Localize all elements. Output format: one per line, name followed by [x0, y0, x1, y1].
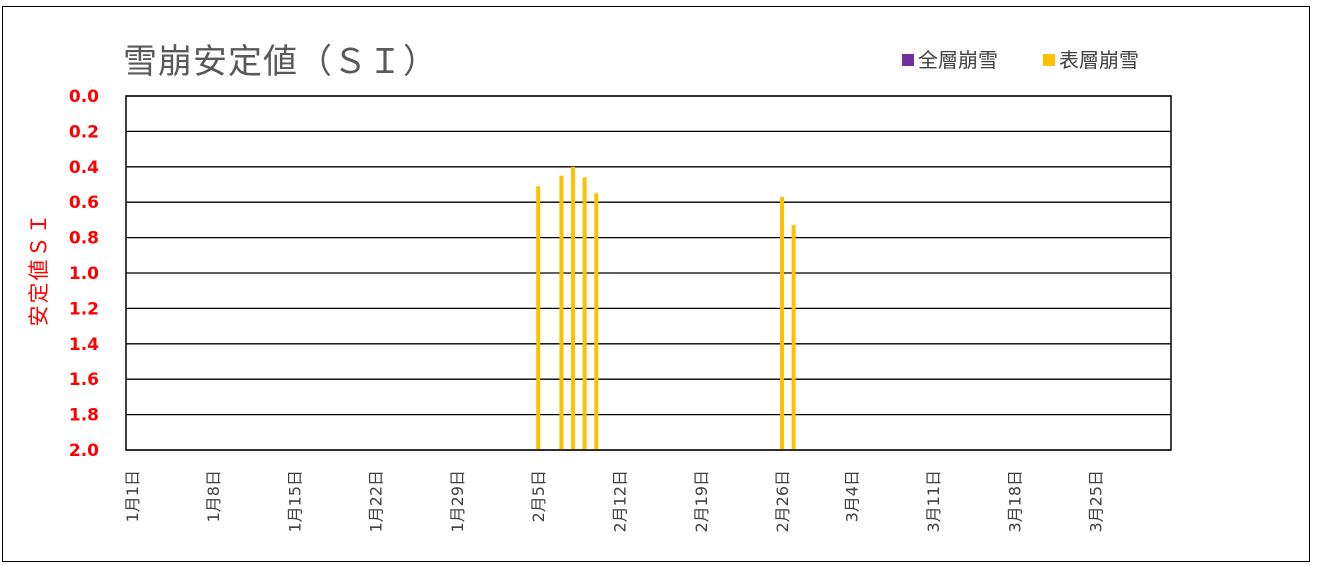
plot-area-border	[125, 95, 1172, 451]
bar-surface	[791, 225, 796, 450]
y-tick-label: 1.4	[69, 335, 99, 355]
y-tick-label: 1.6	[69, 370, 99, 390]
y-tick-label: 0.0	[69, 87, 99, 107]
bar-surface	[780, 196, 785, 450]
y-tick-label: 0.4	[69, 158, 99, 178]
y-tick-label: 1.8	[69, 406, 99, 426]
bar-surface	[582, 177, 587, 451]
legend-swatch-surface	[1043, 54, 1055, 66]
x-tick-label: 1月15日	[285, 470, 304, 533]
x-tick-label: 2月19日	[692, 470, 711, 533]
chart-frame: 雪崩安定値（ＳＩ） 全層崩雪 表層崩雪 安定値ＳＩ 0.0 0.2 0.4 0.6 0.…	[2, 6, 1310, 562]
x-tick-label: 3月11日	[924, 470, 943, 533]
bar-surface	[536, 186, 541, 450]
y-tick-label: 0.2	[69, 122, 99, 142]
bar-surface	[571, 166, 576, 451]
y-tick-label: 0.6	[69, 193, 99, 213]
bar-surface	[594, 193, 599, 450]
y-tick-label: 0.8	[69, 229, 99, 249]
bar-surface	[559, 175, 564, 450]
y-tick-label: 1.0	[69, 264, 99, 284]
legend: 全層崩雪 表層崩雪	[902, 48, 1139, 72]
x-tick-label: 2月5日	[529, 470, 548, 522]
x-tick-label: 2月12日	[610, 470, 629, 533]
gridlines	[126, 95, 1171, 451]
legend-swatch-full-depth	[902, 54, 914, 66]
x-tick-label: 3月18日	[1005, 470, 1024, 533]
x-tick-label: 3月25日	[1087, 470, 1106, 533]
legend-label-surface: 表層崩雪	[1059, 48, 1139, 72]
x-tick-label: 1月8日	[204, 470, 223, 522]
x-axis-ticks: 1月1日 1月8日 1月15日 1月22日 1月29日 2月5日 2月12日 2月19日 2月2…	[123, 470, 1106, 533]
y-axis-ticks: 0.0 0.2 0.4 0.6 0.8 1.0 1.2 1.4 1.6 1.8 2.0	[69, 87, 99, 461]
x-tick-label: 3月4日	[843, 470, 862, 522]
legend-label-full-depth: 全層崩雪	[918, 48, 998, 72]
y-tick-label: 2.0	[69, 441, 99, 461]
snow-stability-chart: 雪崩安定値（ＳＩ） 全層崩雪 表層崩雪 安定値ＳＩ 0.00.20.40.60.…	[27, 42, 1172, 533]
x-tick-label: 2月26日	[773, 470, 792, 533]
x-tick-label: 1月1日	[123, 470, 142, 522]
y-axis-label: 安定値ＳＩ	[27, 212, 51, 327]
x-tick-label: 1月29日	[448, 470, 467, 533]
bars	[536, 166, 796, 451]
x-tick-label: 1月22日	[367, 470, 386, 533]
chart-title: 雪崩安定値（ＳＩ）	[123, 42, 438, 82]
y-tick-label: 1.2	[69, 299, 99, 319]
